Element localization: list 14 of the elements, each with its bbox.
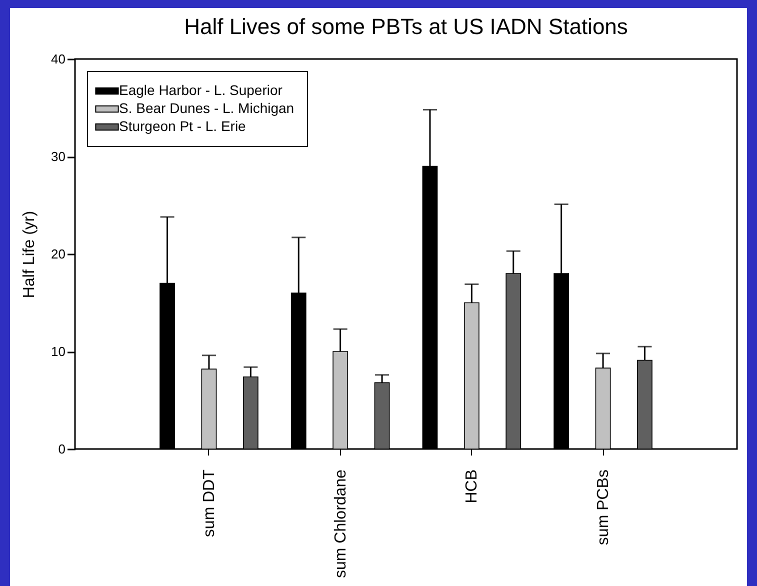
x-tick-label: sum DDT (200, 469, 218, 538)
y-tick-label: 0 (58, 442, 66, 456)
y-tick-label: 10 (51, 344, 66, 359)
legend-label: S. Bear Dunes - L. Michigan (119, 100, 294, 116)
y-tick-label: 30 (51, 149, 66, 164)
x-tick-label: sum PCBs (595, 470, 612, 546)
y-tick-label: 40 (51, 52, 66, 66)
x-tick-label: HCB (464, 470, 481, 504)
x-tick-label: sum Chlordane (332, 469, 350, 578)
y-axis-title: Half Life (yr) (21, 210, 38, 298)
legend-label: Eagle Harbor - L. Superior (119, 82, 283, 98)
y-tick-label: 20 (51, 246, 66, 262)
chart-title: Half Lives of some PBTs at US IADN Stations (184, 14, 628, 39)
legend-label: Sturgeon Pt - L. Erie (119, 118, 246, 134)
